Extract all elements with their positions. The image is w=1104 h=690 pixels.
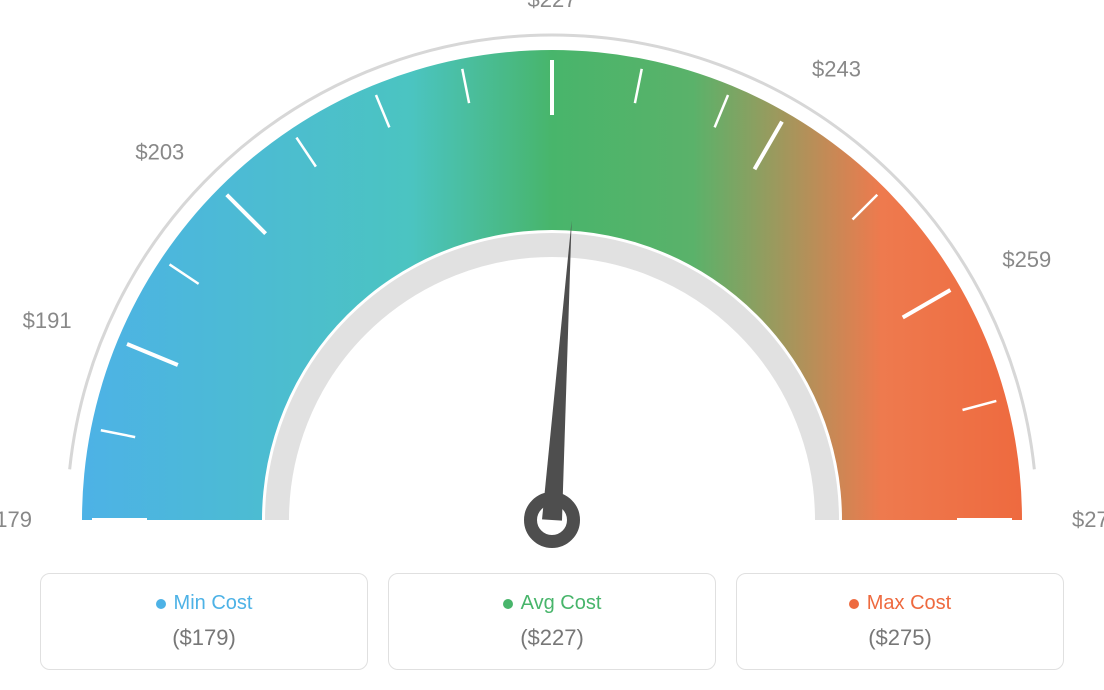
legend-value: ($275) [747, 625, 1053, 651]
gauge-needle [542, 221, 572, 521]
legend: Min Cost ($179) Avg Cost ($227) Max Cost ($27… [0, 573, 1104, 670]
gauge-tick-label: $191 [23, 308, 72, 333]
gauge-tick-label: $259 [1002, 247, 1051, 272]
gauge-tick-label: $227 [528, 0, 577, 12]
legend-label-text: Min Cost [174, 592, 253, 615]
gauge-tick-label: $203 [135, 139, 184, 164]
gauge-tick-label: $275 [1072, 507, 1104, 532]
gauge-tick-label: $179 [0, 507, 32, 532]
legend-dot-icon [849, 599, 859, 609]
legend-label: Min Cost [156, 592, 253, 615]
legend-value: ($227) [399, 625, 705, 651]
cost-gauge-chart: $179 $191 $203 $227 $243 $259 $275 Min Cost ($1… [0, 0, 1104, 690]
gauge-svg: $179 $191 $203 $227 $243 $259 $275 [0, 0, 1104, 580]
legend-dot-icon [156, 599, 166, 609]
legend-label-text: Avg Cost [521, 592, 602, 615]
legend-card-min: Min Cost ($179) [40, 573, 368, 670]
gauge-tick-label: $243 [812, 57, 861, 82]
legend-label: Max Cost [849, 592, 951, 615]
legend-label-text: Max Cost [867, 592, 951, 615]
legend-card-max: Max Cost ($275) [736, 573, 1064, 670]
legend-card-avg: Avg Cost ($227) [388, 573, 716, 670]
legend-label: Avg Cost [503, 592, 602, 615]
legend-value: ($179) [51, 625, 357, 651]
legend-dot-icon [503, 599, 513, 609]
